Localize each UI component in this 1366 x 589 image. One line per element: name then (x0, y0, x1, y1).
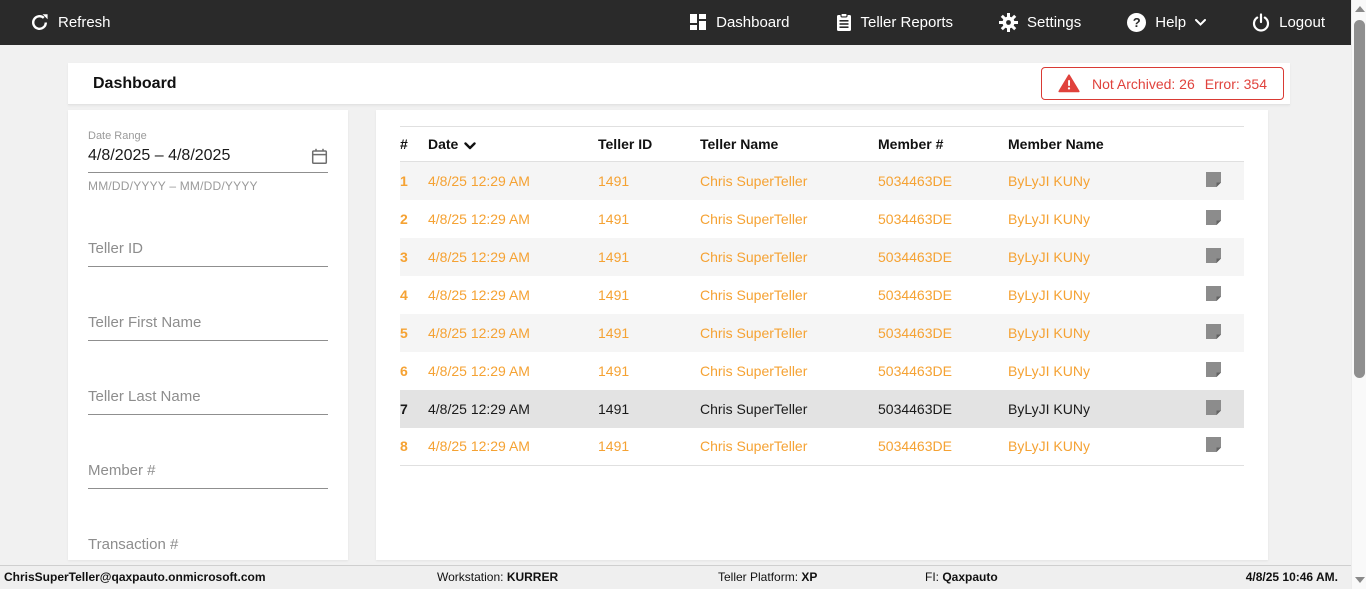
note-icon[interactable] (1205, 399, 1222, 419)
date-range-label: Date Range (88, 130, 147, 142)
scrollbar-thumb[interactable] (1354, 20, 1365, 378)
power-icon (1252, 13, 1270, 32)
table-row[interactable]: 3 4/8/25 12:29 AM 1491 Chris SuperTeller… (400, 237, 1244, 276)
note-icon[interactable] (1205, 171, 1222, 191)
table-row[interactable]: 4 4/8/25 12:29 AM 1491 Chris SuperTeller… (400, 275, 1244, 314)
gear-icon (999, 13, 1019, 32)
nav-teller-reports[interactable]: Teller Reports (836, 13, 954, 32)
col-header-date[interactable]: Date (428, 126, 598, 162)
warning-triangle-icon (1058, 74, 1080, 93)
calendar-icon[interactable] (311, 148, 328, 165)
table-row[interactable]: 8 4/8/25 12:29 AM 1491 Chris SuperTeller… (400, 427, 1244, 466)
page-title: Dashboard (93, 74, 177, 92)
table-row[interactable]: 5 4/8/25 12:29 AM 1491 Chris SuperTeller… (400, 313, 1244, 352)
page-header: Dashboard Not Archived: 26 Error: 354 (68, 63, 1290, 105)
transactions-panel: # Date Teller ID Teller Name Member # Me… (376, 110, 1268, 560)
nav-settings[interactable]: Settings (999, 13, 1081, 32)
note-icon[interactable] (1205, 247, 1222, 267)
teller-platform-status: Teller Platform: XP (718, 570, 818, 584)
table-row[interactable]: 2 4/8/25 12:29 AM 1491 Chris SuperTeller… (400, 199, 1244, 238)
nav-dashboard[interactable]: Dashboard (690, 14, 790, 31)
workstation-status: Workstation: KURRER (437, 570, 559, 584)
col-header-teller-name: Teller Name (700, 126, 878, 162)
status-bar: ChrisSuperTeller@qaxpauto.onmicrosoft.co… (0, 565, 1366, 589)
note-icon[interactable] (1205, 323, 1222, 343)
nav-help-label: Help (1155, 14, 1187, 31)
note-icon[interactable] (1205, 209, 1222, 229)
navbar-menu: Dashboard Teller Reports (690, 13, 1325, 32)
refresh-label: Refresh (58, 14, 111, 31)
date-range-value: 4/8/2025 – 4/8/2025 (88, 147, 231, 164)
nav-teller-reports-label: Teller Reports (860, 14, 954, 31)
note-icon[interactable] (1205, 285, 1222, 305)
table-header-row: # Date Teller ID Teller Name Member # Me… (400, 126, 1244, 162)
refresh-icon (30, 13, 49, 32)
alert-badge[interactable]: Not Archived: 26 Error: 354 (1041, 67, 1284, 100)
dashboard-tiles-icon (690, 14, 707, 31)
note-icon[interactable] (1205, 361, 1222, 381)
clipboard-icon (836, 13, 852, 32)
date-range-field[interactable]: 4/8/2025 – 4/8/2025 (88, 142, 328, 173)
sort-desc-icon (464, 137, 477, 153)
nav-logout-label: Logout (1279, 14, 1325, 31)
alert-text: Not Archived: 26 Error: 354 (1092, 76, 1267, 92)
user-email: ChrisSuperTeller@qaxpauto.onmicrosoft.co… (4, 570, 266, 584)
top-navbar: Refresh Dashboard (0, 0, 1351, 45)
help-circle-icon: ? (1127, 13, 1147, 32)
refresh-button[interactable]: Refresh (30, 13, 111, 32)
nav-logout[interactable]: Logout (1252, 13, 1325, 32)
table-row[interactable]: 6 4/8/25 12:29 AM 1491 Chris SuperTeller… (400, 351, 1244, 390)
nav-dashboard-label: Dashboard (716, 14, 790, 31)
col-header-teller-id: Teller ID (598, 126, 700, 162)
col-header-member-name: Member Name (1008, 126, 1205, 162)
chevron-down-icon (1195, 19, 1207, 26)
scroll-up-arrow-icon[interactable] (1355, 6, 1365, 12)
not-archived-count: Not Archived: 26 (1092, 75, 1195, 92)
nav-help[interactable]: ? Help (1127, 13, 1207, 32)
nav-settings-label: Settings (1027, 14, 1082, 31)
transactions-table: # Date Teller ID Teller Name Member # Me… (400, 126, 1244, 466)
col-header-member-num: Member # (878, 126, 1008, 162)
col-header-notes (1205, 126, 1244, 162)
note-icon[interactable] (1205, 437, 1222, 456)
teller-last-name-input[interactable] (88, 382, 328, 415)
table-row-selected[interactable]: 7 4/8/25 12:29 AM 1491 Chris SuperTeller… (400, 389, 1244, 428)
teller-id-input[interactable] (88, 234, 328, 267)
scroll-down-arrow-icon[interactable] (1355, 577, 1365, 583)
col-header-num: # (400, 126, 428, 162)
error-count: Error: 354 (1204, 75, 1267, 92)
member-number-input[interactable] (88, 456, 328, 489)
vertical-scrollbar[interactable] (1351, 0, 1366, 589)
table-row[interactable]: 1 4/8/25 12:29 AM 1491 Chris SuperTeller… (400, 161, 1244, 200)
status-datetime: 4/8/25 10:46 AM. (1245, 570, 1338, 584)
transaction-number-input[interactable] (88, 530, 328, 560)
fi-status: FI: Qaxpauto (925, 570, 998, 584)
filter-sidebar: Date Range 4/8/2025 – 4/8/2025 MM/DD/YYY… (68, 110, 348, 560)
teller-first-name-input[interactable] (88, 308, 328, 341)
date-format-hint: MM/DD/YYYY – MM/DD/YYYY (88, 179, 258, 193)
